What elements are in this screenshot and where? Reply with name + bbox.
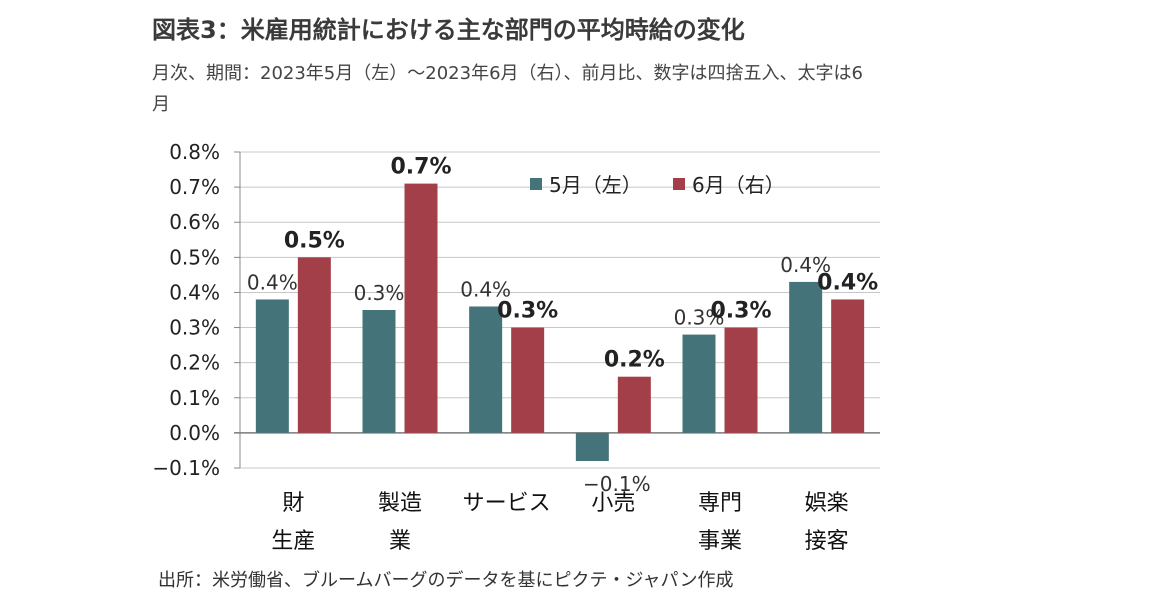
y-tick-label: 0.2% — [169, 351, 220, 375]
bars — [255, 183, 865, 461]
legend-swatch-0 — [530, 178, 542, 190]
bar-may-1 — [362, 310, 396, 433]
data-labels: 0.4%0.5%0.3%0.7%0.4%0.3%−0.1%0.2%0.3%0.3… — [247, 155, 878, 496]
category-label-0-1: 生産 — [271, 529, 315, 554]
category-label-5-1: 接客 — [805, 529, 849, 554]
legend-swatch-1 — [673, 178, 685, 190]
category-label-3-0: 小売 — [591, 491, 635, 516]
label-may-2: 0.4% — [460, 277, 511, 301]
y-tick-label: 0.0% — [169, 421, 220, 445]
label-may-4: 0.3% — [674, 306, 725, 330]
y-tick-label: 0.1% — [169, 386, 220, 410]
y-axis-ticks: 0.8% 0.7% 0.6% 0.5% 0.4% 0.3% 0.2% 0.1% 0.0% −0.1… — [152, 140, 220, 480]
label-june-1: 0.7% — [390, 155, 451, 180]
bar-june-0 — [297, 257, 331, 433]
bar-june-2 — [511, 327, 545, 433]
label-june-5: 0.4% — [817, 270, 878, 295]
bar-may-3 — [575, 432, 609, 461]
label-june-3: 0.2% — [604, 348, 665, 373]
legend: 5月（左） 6月（右） — [530, 173, 785, 197]
y-tick-label: 0.4% — [169, 280, 220, 304]
y-tick-label: 0.7% — [169, 175, 220, 199]
category-label-5-0: 娯楽 — [805, 491, 849, 516]
bar-may-5 — [789, 281, 823, 433]
chart-title: 図表3：米雇用統計における主な部門の平均時給の変化 — [152, 16, 745, 44]
label-june-0: 0.5% — [284, 228, 345, 253]
chart-subtitle: 月次、期間：2023年5月（左）～2023年6月（右）、前月比、数字は四捨五入、… — [152, 63, 863, 115]
label-may-3: −0.1% — [583, 472, 651, 496]
bar-may-2 — [469, 306, 503, 433]
gridlines — [234, 151, 880, 469]
category-label-4-0: 専門 — [698, 491, 742, 516]
bar-may-4 — [682, 334, 716, 433]
category-label-1-1: 業 — [389, 529, 411, 554]
label-june-2: 0.3% — [497, 299, 558, 324]
y-tick-label: 0.6% — [169, 210, 220, 234]
bar-june-4 — [724, 327, 758, 433]
y-tick-label: −0.1% — [152, 456, 220, 480]
label-may-5: 0.4% — [780, 253, 831, 277]
y-tick-label: 0.8% — [169, 140, 220, 164]
source-note: 出所：米労働省、ブルームバーグのデータを基にピクテ・ジャパン作成 — [158, 570, 734, 591]
y-tick-label: 0.5% — [169, 245, 220, 269]
label-may-0: 0.4% — [247, 270, 298, 294]
bar-june-1 — [404, 183, 438, 433]
label-may-1: 0.3% — [354, 281, 405, 305]
category-label-4-1: 事業 — [698, 529, 742, 554]
y-tick-label: 0.3% — [169, 316, 220, 340]
legend-label-1: 6月（右） — [692, 173, 785, 197]
bar-june-3 — [617, 376, 651, 433]
bar-june-5 — [831, 299, 865, 433]
label-june-4: 0.3% — [710, 299, 771, 324]
category-label-1-0: 製造 — [378, 491, 422, 516]
category-label-2-0: サービス — [463, 491, 551, 516]
legend-label-0: 5月（左） — [549, 173, 642, 197]
bar-may-0 — [255, 299, 289, 433]
category-label-0-0: 財 — [282, 491, 304, 516]
